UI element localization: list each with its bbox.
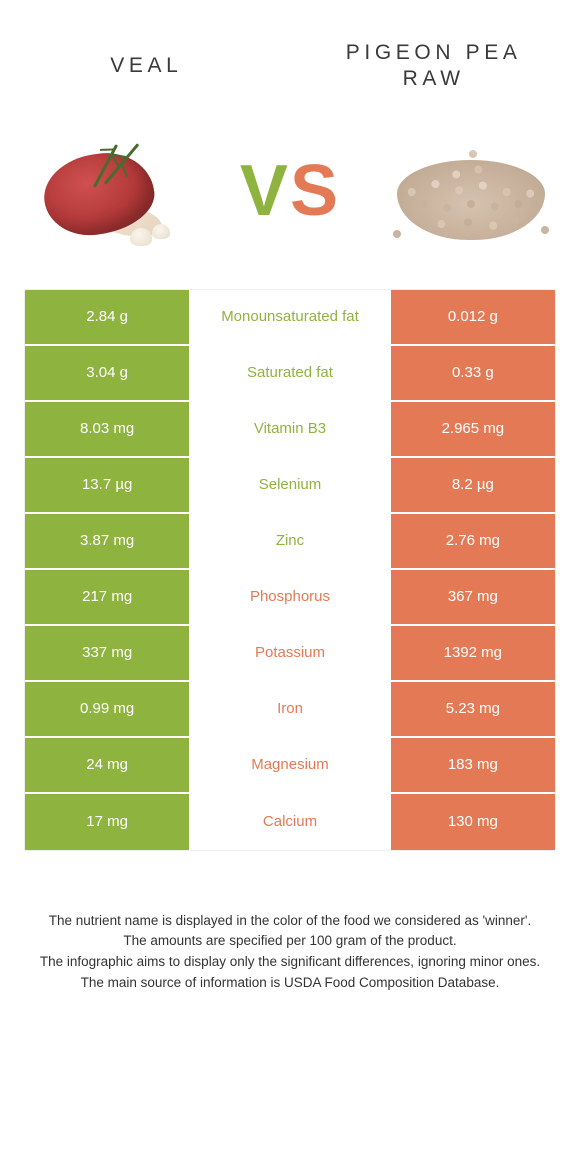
table-row: 3.04 gSaturated fat0.33 g — [25, 346, 555, 402]
header-row: VEAL PIGEON PEA RAW — [24, 40, 556, 93]
right-value-cell: 0.012 g — [391, 290, 555, 344]
veal-image — [24, 131, 194, 251]
vs-label: VS — [240, 150, 340, 232]
left-value-cell: 0.99 mg — [25, 682, 189, 736]
left-value-cell: 337 mg — [25, 626, 189, 680]
pigeon-pea-image — [386, 131, 556, 251]
left-value-cell: 2.84 g — [25, 290, 189, 344]
right-value-cell: 2.76 mg — [391, 514, 555, 568]
nutrient-table: 2.84 gMonounsaturated fat0.012 g3.04 gSa… — [24, 289, 556, 851]
right-value-cell: 130 mg — [391, 794, 555, 850]
left-value-cell: 13.7 µg — [25, 458, 189, 512]
footer-line: The main source of information is USDA F… — [30, 973, 550, 994]
left-value-cell: 3.87 mg — [25, 514, 189, 568]
table-row: 13.7 µgSelenium8.2 µg — [25, 458, 555, 514]
left-food-title: VEAL — [24, 53, 269, 79]
right-value-cell: 0.33 g — [391, 346, 555, 400]
right-value-cell: 5.23 mg — [391, 682, 555, 736]
vs-v-letter: V — [240, 151, 290, 231]
left-value-cell: 8.03 mg — [25, 402, 189, 456]
left-value-cell: 3.04 g — [25, 346, 189, 400]
table-row: 0.99 mgIron5.23 mg — [25, 682, 555, 738]
footer-line: The nutrient name is displayed in the co… — [30, 911, 550, 932]
left-value-cell: 24 mg — [25, 738, 189, 792]
right-food-title: PIGEON PEA RAW — [311, 40, 556, 93]
left-value-cell: 217 mg — [25, 570, 189, 624]
vs-s-letter: S — [290, 151, 340, 231]
table-row: 337 mgPotassium1392 mg — [25, 626, 555, 682]
pea-illustration — [391, 138, 551, 243]
nutrient-name-cell: Zinc — [189, 514, 390, 568]
nutrient-name-cell: Saturated fat — [189, 346, 390, 400]
footer-notes: The nutrient name is displayed in the co… — [24, 911, 556, 995]
right-value-cell: 8.2 µg — [391, 458, 555, 512]
table-row: 217 mgPhosphorus367 mg — [25, 570, 555, 626]
right-value-cell: 183 mg — [391, 738, 555, 792]
right-value-cell: 1392 mg — [391, 626, 555, 680]
nutrient-name-cell: Iron — [189, 682, 390, 736]
nutrient-name-cell: Vitamin B3 — [189, 402, 390, 456]
table-row: 8.03 mgVitamin B32.965 mg — [25, 402, 555, 458]
nutrient-name-cell: Phosphorus — [189, 570, 390, 624]
infographic-container: VEAL PIGEON PEA RAW VS 2.84 g — [0, 0, 580, 1014]
left-value-cell: 17 mg — [25, 794, 189, 850]
nutrient-name-cell: Potassium — [189, 626, 390, 680]
right-value-cell: 2.965 mg — [391, 402, 555, 456]
veal-illustration — [34, 136, 184, 246]
table-row: 24 mgMagnesium183 mg — [25, 738, 555, 794]
table-row: 3.87 mgZinc2.76 mg — [25, 514, 555, 570]
footer-line: The infographic aims to display only the… — [30, 952, 550, 973]
table-row: 2.84 gMonounsaturated fat0.012 g — [25, 290, 555, 346]
footer-line: The amounts are specified per 100 gram o… — [30, 931, 550, 952]
nutrient-name-cell: Calcium — [189, 794, 390, 850]
nutrient-name-cell: Selenium — [189, 458, 390, 512]
right-value-cell: 367 mg — [391, 570, 555, 624]
nutrient-name-cell: Magnesium — [189, 738, 390, 792]
nutrient-name-cell: Monounsaturated fat — [189, 290, 390, 344]
vs-row: VS — [24, 131, 556, 251]
table-row: 17 mgCalcium130 mg — [25, 794, 555, 850]
